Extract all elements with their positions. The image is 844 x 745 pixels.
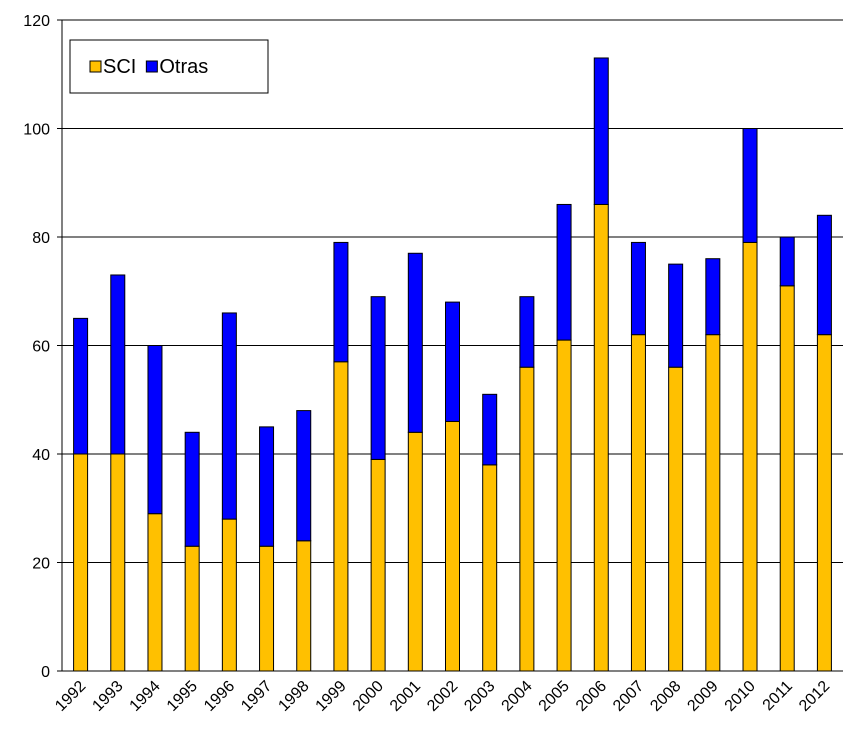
x-tick-label: 1994 bbox=[127, 678, 164, 715]
bar-segment bbox=[742, 128, 758, 243]
bar-segment bbox=[333, 241, 349, 363]
legend-box bbox=[69, 39, 269, 94]
x-tick-label: 2006 bbox=[573, 678, 610, 715]
bar-segment bbox=[593, 203, 609, 672]
x-tick-label: 2010 bbox=[722, 678, 759, 715]
bar-segment bbox=[221, 518, 237, 672]
x-tick-label: 2001 bbox=[387, 678, 424, 715]
bar-segment bbox=[184, 431, 200, 547]
y-tick-label: 120 bbox=[23, 13, 50, 30]
bar-segment bbox=[259, 545, 275, 672]
x-tick-label: 2005 bbox=[536, 678, 573, 715]
bar-segment bbox=[147, 513, 163, 672]
bar-segment bbox=[296, 540, 312, 672]
bar-segment bbox=[184, 545, 200, 672]
bar-segment bbox=[630, 241, 646, 336]
bar-segment bbox=[705, 334, 721, 672]
bar-segment bbox=[779, 285, 795, 672]
x-tick-label: 2007 bbox=[610, 678, 647, 715]
bar-segment bbox=[482, 464, 498, 672]
x-tick-label: 1995 bbox=[164, 678, 201, 715]
bar-segment bbox=[742, 241, 758, 672]
y-tick-label: 40 bbox=[32, 447, 50, 464]
x-tick-label: 1993 bbox=[89, 678, 126, 715]
legend-label: Otras bbox=[159, 56, 208, 78]
x-tick-label: 2009 bbox=[684, 678, 721, 715]
legend-swatch bbox=[89, 60, 102, 73]
bar-segment bbox=[556, 339, 572, 672]
bar-segment bbox=[333, 361, 349, 672]
bar-segment bbox=[445, 420, 460, 672]
x-tick-label: 2012 bbox=[796, 678, 833, 715]
bar-segment bbox=[705, 258, 721, 336]
bar-segment bbox=[259, 426, 275, 547]
x-tick-label: 1992 bbox=[52, 678, 89, 715]
x-tick-label: 2004 bbox=[499, 678, 536, 715]
y-tick-label: 80 bbox=[32, 230, 50, 247]
x-tick-label: 1997 bbox=[238, 678, 275, 715]
y-tick-label: 20 bbox=[32, 556, 50, 573]
bar-segment bbox=[407, 252, 423, 433]
bar-segment bbox=[668, 263, 684, 368]
x-tick-label: 1996 bbox=[201, 678, 238, 715]
legend-label: SCI bbox=[103, 56, 136, 78]
bar-segment bbox=[779, 236, 795, 287]
bar-segment bbox=[296, 410, 312, 542]
bar-segment bbox=[110, 274, 126, 455]
bar-segment bbox=[816, 214, 832, 336]
x-tick-label: 1998 bbox=[275, 678, 312, 715]
bar-segment bbox=[519, 366, 535, 672]
y-tick-label: 60 bbox=[32, 339, 50, 356]
bar-segment bbox=[407, 431, 423, 672]
bar-segment bbox=[370, 458, 386, 672]
legend-swatch bbox=[145, 60, 158, 73]
bar-segment bbox=[519, 296, 535, 368]
bar-segment bbox=[370, 296, 386, 460]
x-tick-label: 2011 bbox=[760, 678, 796, 714]
bar-segment bbox=[482, 393, 498, 466]
y-tick-label: 100 bbox=[23, 122, 50, 139]
bar-segment bbox=[668, 366, 684, 672]
bar-segment bbox=[816, 334, 832, 672]
bar-segment bbox=[73, 317, 89, 455]
bar-segment bbox=[445, 301, 460, 422]
x-tick-label: 2003 bbox=[461, 678, 498, 715]
bar-segment bbox=[221, 312, 237, 520]
bar-segment bbox=[556, 203, 572, 341]
bar-segment bbox=[630, 334, 646, 672]
bar-segment bbox=[110, 453, 126, 672]
x-tick-label: 2002 bbox=[424, 678, 461, 715]
bar-segment bbox=[73, 453, 89, 672]
bar-segment bbox=[593, 57, 609, 205]
bar-segment bbox=[147, 345, 163, 515]
x-tick-label: 1999 bbox=[313, 678, 350, 715]
y-tick-label: 0 bbox=[41, 664, 50, 681]
x-tick-label: 2000 bbox=[350, 678, 387, 715]
x-tick-label: 2008 bbox=[647, 678, 684, 715]
